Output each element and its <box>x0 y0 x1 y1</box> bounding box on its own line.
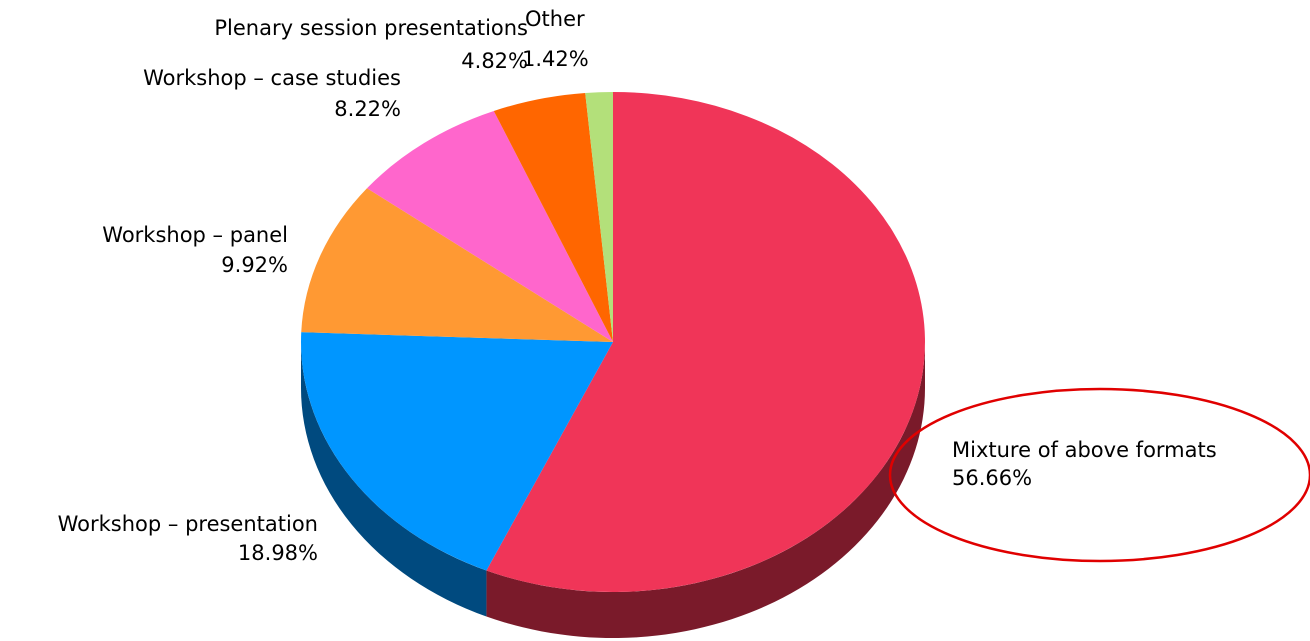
pie-sides <box>301 342 925 639</box>
label-presentation-value: 18.98% <box>238 541 318 565</box>
highlight-ellipse <box>888 387 1310 563</box>
label-plenary-value: 4.82% <box>461 49 528 73</box>
label-other-name: Other <box>525 7 585 31</box>
pie-side-workshop-presentation <box>301 342 487 617</box>
pie-slice-workshop-case-studies <box>366 110 613 343</box>
pie-slice-workshop-panel <box>301 188 613 342</box>
label-panel-value: 9.92% <box>221 253 288 277</box>
label-casestudies-value: 8.22% <box>334 97 401 121</box>
pie-slice-workshop-presentation <box>301 332 613 571</box>
label-mixture-value: 56.66% <box>952 466 1032 490</box>
pie-slices <box>301 92 925 592</box>
label-presentation-name: Workshop – presentation <box>58 512 318 536</box>
pie-slice-other <box>585 92 613 342</box>
pie-slice-mixture-of-above-formats <box>486 92 925 592</box>
label-other-value: 1.42% <box>522 47 589 71</box>
label-casestudies-name: Workshop – case studies <box>143 66 401 90</box>
pie-slice-plenary-session-presentations <box>493 92 613 343</box>
label-mixture-name: Mixture of above formats <box>952 438 1217 462</box>
label-plenary-name: Plenary session presentations <box>214 16 528 40</box>
pie-side-mixture-of-above-formats <box>486 342 925 639</box>
label-panel-name: Workshop – panel <box>102 223 288 247</box>
